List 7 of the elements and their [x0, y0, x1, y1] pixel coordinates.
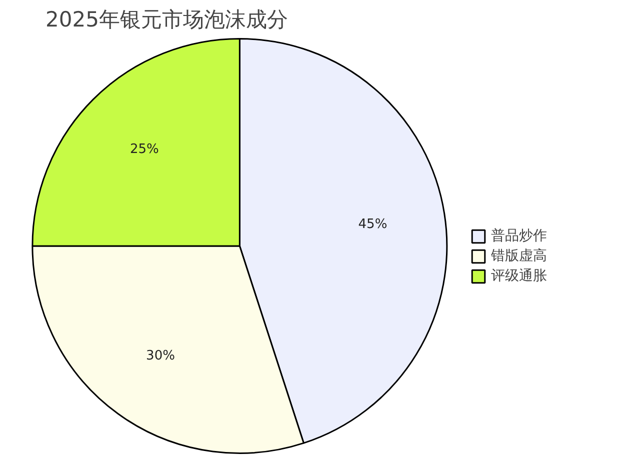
legend-label: 错版虚高 — [491, 247, 547, 265]
data-label: 45% — [358, 217, 388, 232]
data-label: 30% — [146, 348, 175, 364]
data-label: 25% — [130, 142, 159, 158]
legend-label: 普品炒作 — [491, 227, 547, 245]
legend-label: 评级通胀 — [491, 267, 547, 285]
chart-title: 2025年银元市场泡沫成分 — [46, 8, 288, 32]
